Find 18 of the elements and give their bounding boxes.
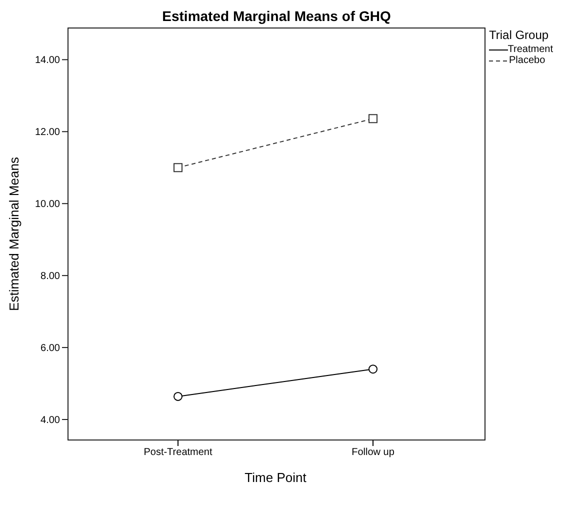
legend-title: Trial Group xyxy=(489,28,550,42)
y-tick-label: 4.00 xyxy=(40,415,60,426)
point xyxy=(368,114,378,124)
point xyxy=(174,392,182,401)
y-tick-label: 10.00 xyxy=(34,199,60,210)
x-tick-label: Post-Treatment xyxy=(144,447,212,458)
y-tick-label: 8.00 xyxy=(40,271,60,282)
x-axis-title: Time Point xyxy=(244,470,307,485)
y-tick-label: 12.00 xyxy=(34,127,60,138)
legend-label: Placebo xyxy=(509,55,546,66)
y-tick-label: 6.00 xyxy=(40,343,60,354)
chart-title: Estimated Marginal Means of GHQ xyxy=(161,8,392,26)
legend-label: Treatment xyxy=(508,44,553,55)
x-tick-label: Follow up xyxy=(352,447,395,458)
y-tick-label: 14.00 xyxy=(34,55,60,66)
point xyxy=(368,364,378,374)
y-axis-title: Estimated Marginal Means xyxy=(6,156,22,311)
point xyxy=(174,163,182,172)
